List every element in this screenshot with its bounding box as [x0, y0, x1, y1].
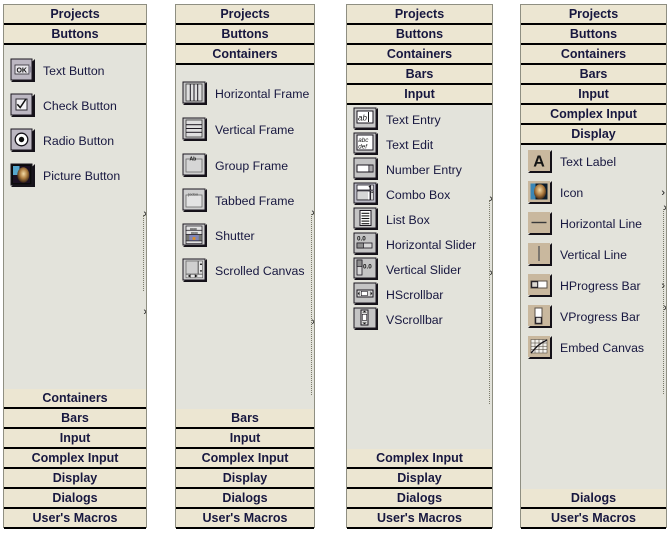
svg-text:ab: ab [358, 113, 367, 122]
svg-text:OK: OK [16, 67, 27, 74]
svg-text:▲: ▲ [199, 261, 203, 266]
svg-text:def: def [358, 143, 368, 150]
svg-text:A: A [533, 154, 545, 171]
svg-text:▼: ▼ [199, 269, 203, 274]
svg-text:▬▬: ▬▬ [191, 231, 198, 235]
svg-text:Ab: Ab [190, 156, 197, 162]
svg-text:jodoo: jodoo [187, 191, 199, 196]
svg-text:0.0: 0.0 [357, 236, 366, 243]
svg-text:0.0: 0.0 [363, 264, 372, 271]
